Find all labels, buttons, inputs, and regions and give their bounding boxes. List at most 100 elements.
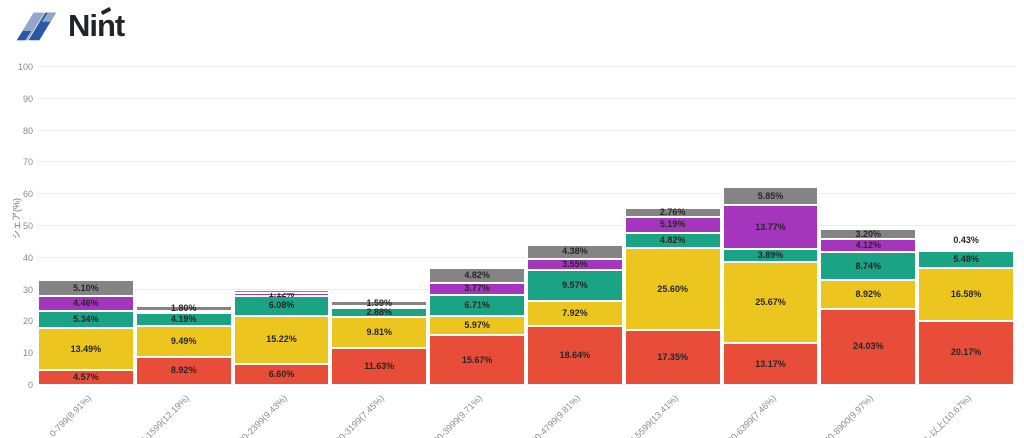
y-tick-label: 10 — [22, 348, 33, 359]
x-category-label: 0-799(8.91%) — [47, 393, 93, 438]
segment-value-label: 3.55% — [562, 258, 588, 269]
segment-value-label: 8.92% — [170, 365, 197, 376]
bar-segment-red[interactable]: 6.60% — [233, 364, 330, 385]
bar-segment-yellow[interactable]: 16.58% — [918, 268, 1014, 321]
gridline — [37, 129, 1015, 131]
segment-value-label: 3.20% — [855, 228, 882, 239]
bar-segment-yellow[interactable]: 9.49% — [135, 326, 232, 357]
bar-segment-gray[interactable]: 2.76% — [624, 207, 721, 217]
y-tick-label: 80 — [22, 125, 33, 136]
y-tick-label: 60 — [22, 189, 33, 200]
bar-segment-purple[interactable]: 4.46% — [38, 296, 134, 311]
bar-segment-gray[interactable]: 4.82% — [429, 267, 525, 283]
bar-segment-red[interactable]: 24.03% — [820, 308, 917, 385]
bar-segment-teal[interactable]: 2.88% — [331, 307, 428, 317]
bar-segment-teal[interactable]: 8.74% — [820, 252, 917, 281]
y-tick-label: 90 — [22, 93, 33, 104]
bar-segment-purple[interactable]: 3.77% — [429, 282, 525, 295]
bar-segment-gray[interactable]: 1.80% — [135, 303, 232, 312]
bar-segment-purple[interactable]: 3.55% — [527, 258, 623, 271]
segment-value-label: 25.60% — [657, 283, 688, 294]
y-tick-label: 20 — [22, 316, 33, 327]
bar-segment-yellow[interactable]: 7.92% — [527, 300, 623, 326]
bar-segment-teal[interactable]: 5.34% — [38, 310, 134, 328]
bar-segment-teal[interactable]: 4.19% — [135, 313, 232, 327]
bar-segment-gray[interactable] — [233, 289, 330, 293]
bar-segment-yellow[interactable]: 25.67% — [722, 261, 819, 344]
bar-segment-teal[interactable]: 6.08% — [233, 296, 330, 316]
segment-value-label: 18.64% — [559, 349, 591, 360]
bar-segment-gray[interactable]: 5.10% — [38, 280, 134, 297]
segment-value-label: 7.92% — [562, 307, 588, 318]
segment-value-label: 4.82% — [464, 269, 490, 280]
bar-segment-teal[interactable]: 3.89% — [722, 249, 819, 262]
segment-value-label: 0.43% — [953, 234, 979, 245]
bar-segment-yellow[interactable]: 13.49% — [38, 327, 134, 371]
bar-segment-red[interactable]: 15.67% — [429, 335, 525, 385]
logo-text-wrap: Nint — [68, 6, 125, 46]
segment-value-label: 5.34% — [73, 313, 99, 324]
segment-value-label: 5.85% — [757, 190, 784, 201]
segment-value-label: 8.92% — [855, 288, 882, 299]
nint-logo-icon — [16, 12, 57, 41]
plot-area: 4.57% 13.49% 5.34% 4.46% 5.10% 8.92% 9.49% 4.19… — [37, 66, 1015, 385]
bar-segment-gray[interactable]: 3.20% — [820, 228, 917, 240]
gridline — [37, 256, 1015, 258]
segment-value-label: 3.89% — [757, 249, 784, 260]
segment-value-label: 6.71% — [464, 300, 490, 311]
gridline — [37, 352, 1015, 354]
bar-segment-yellow[interactable]: 5.97% — [429, 316, 525, 336]
bar-segment-purple[interactable]: 13.77% — [722, 205, 819, 250]
segment-value-label: 20.17% — [950, 347, 982, 358]
segment-value-label: 5.19% — [659, 219, 686, 230]
segment-value-label: 13.77% — [755, 221, 786, 232]
bar-segment-red[interactable]: 8.92% — [135, 356, 232, 385]
bar-segment-red[interactable]: 11.63% — [331, 348, 428, 385]
bar-segment-yellow[interactable]: 25.60% — [624, 248, 721, 330]
bar-segment-yellow[interactable]: 8.92% — [820, 280, 917, 309]
gridline — [37, 225, 1015, 226]
bar-segment-gray[interactable]: 5.85% — [722, 186, 819, 206]
segment-value-label: 25.67% — [755, 296, 786, 307]
segment-value-label: 6.08% — [268, 300, 295, 311]
bar-segment-red[interactable]: 17.35% — [624, 329, 721, 385]
bar-segment-red[interactable]: 18.64% — [527, 325, 623, 385]
segment-value-label: 4.19% — [170, 314, 197, 325]
segment-value-label: 17.35% — [657, 351, 688, 362]
bar-segment-teal[interactable]: 4.82% — [624, 233, 721, 249]
segment-value-label: 4.12% — [855, 240, 882, 251]
segment-value-label: 16.58% — [950, 289, 982, 300]
gridline — [37, 161, 1015, 163]
gridline — [37, 320, 1015, 322]
bar-segment-red[interactable]: 4.57% — [38, 370, 134, 385]
segment-value-label: 4.46% — [73, 298, 99, 308]
segment-value-label: 5.97% — [464, 320, 490, 331]
y-tick-label: 70 — [22, 157, 33, 168]
bar-segment-gray[interactable]: 1.59% — [331, 298, 428, 307]
bar-segment-gray[interactable] — [918, 247, 1014, 250]
bar-segment-purple[interactable] — [331, 305, 428, 308]
bar-segment-red[interactable]: 13.17% — [722, 343, 819, 385]
gridline — [37, 288, 1015, 290]
bar-segment-teal[interactable]: 9.57% — [527, 270, 623, 301]
segment-value-label: 13.49% — [70, 343, 102, 354]
gridline — [37, 193, 1015, 195]
segment-value-label: 4.38% — [562, 246, 588, 257]
gridline — [37, 384, 1015, 385]
bar-segment-yellow[interactable]: 9.81% — [331, 316, 428, 349]
segment-value-label: 3.77% — [464, 283, 490, 294]
bar-segment-purple[interactable]: 1.12% — [233, 290, 330, 299]
y-tick-label: 40 — [22, 252, 33, 263]
segment-value-label: 13.17% — [755, 358, 786, 369]
bar-segment-purple[interactable]: 4.12% — [820, 239, 917, 253]
bar-segment-purple[interactable] — [135, 311, 232, 314]
bar-segment-teal[interactable]: 6.71% — [429, 294, 525, 317]
bar-segment-yellow[interactable]: 15.22% — [233, 315, 330, 365]
bar-segment-purple[interactable]: 5.19% — [624, 216, 721, 234]
bar-segment-gray[interactable]: 4.38% — [527, 244, 623, 259]
segment-value-label: 5.48% — [953, 253, 979, 264]
bar-segment-teal[interactable]: 5.48% — [918, 250, 1014, 269]
bar-segment-red[interactable]: 20.17% — [918, 320, 1014, 385]
segment-value-label: 24.03% — [853, 341, 884, 352]
segment-value-label: 15.67% — [461, 354, 493, 365]
